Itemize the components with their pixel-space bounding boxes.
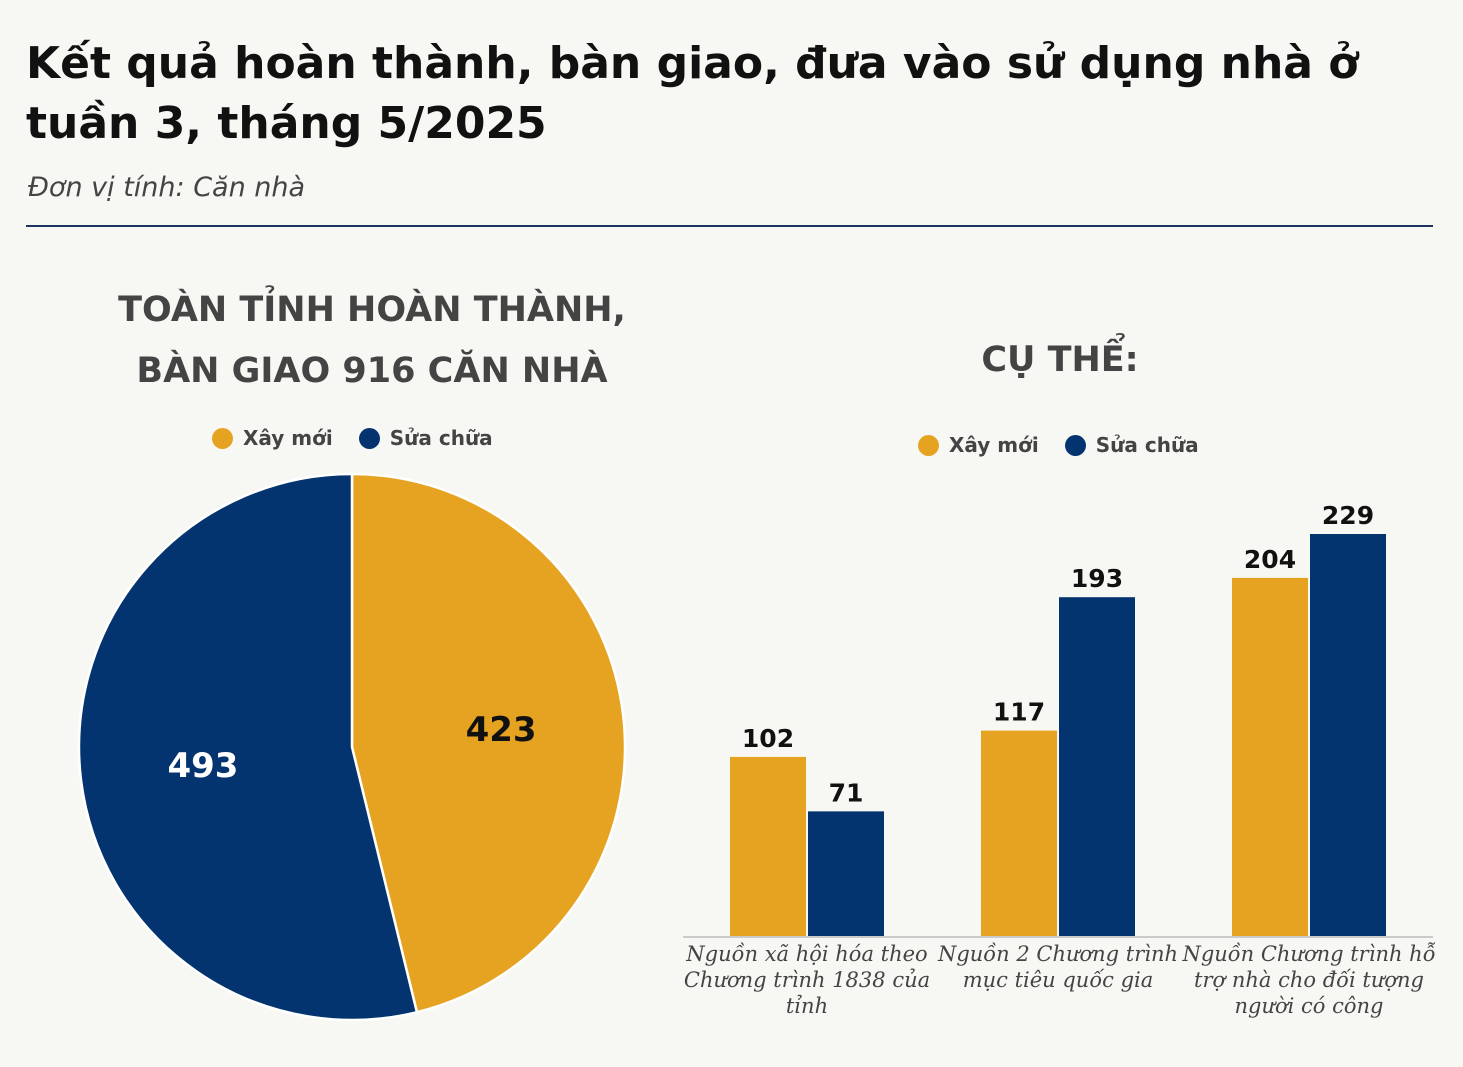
bar-value-label-repair-3: 229 [1322, 501, 1374, 530]
category-label-1: Chương trình 1838 của [684, 968, 930, 992]
bar-new-2 [981, 730, 1057, 936]
legend-item-new: Xây mới [918, 433, 1039, 457]
bar-value-label-new-2: 117 [993, 698, 1045, 727]
legend-swatch-new [212, 427, 233, 449]
bar-value-label-repair-2: 193 [1071, 564, 1123, 593]
pie-slice-new [350, 472, 627, 1014]
bar-heading: CỤ THỂ: [981, 340, 1139, 380]
legend-item-repair: Sửa chữa [358, 426, 493, 450]
legend-label-repair: Sửa chữa [389, 426, 493, 450]
bar-value-label-new-1: 102 [742, 724, 794, 753]
page-title: Kết quả hoàn thành, bàn giao, đưa vào sử… [26, 38, 1359, 149]
pie-heading: TOÀN TỈNH HOÀN THÀNH, BÀN GIAO 916 CĂN N… [62, 280, 682, 402]
category-label-3: người có công [1235, 994, 1384, 1018]
bar-repair-1 [808, 811, 884, 936]
legend-label-new: Xây mới [949, 433, 1039, 457]
divider [26, 225, 1433, 227]
pie-legend: Xây mới Sửa chữa [212, 426, 493, 450]
legend-item-new: Xây mới [212, 426, 333, 450]
legend-swatch-new [918, 434, 939, 456]
category-label-3: trợ nhà cho đối tượng [1194, 968, 1424, 992]
pie-heading-line1: TOÀN TỈNH HOÀN THÀNH, [118, 290, 626, 330]
pie-heading-line2: BÀN GIAO 916 CĂN NHÀ [136, 351, 608, 391]
legend-swatch-repair [1064, 434, 1086, 456]
category-label-2: Nguồn 2 Chương trình [937, 942, 1178, 966]
legend-label-new: Xây mới [243, 426, 333, 450]
bar-repair-3 [1310, 534, 1386, 936]
bar-new-3 [1232, 577, 1308, 936]
unit-subtitle: Đơn vị tính: Căn nhà [28, 172, 306, 203]
bar-legend: Xây mới Sửa chữa [918, 433, 1199, 457]
category-label-3: Nguồn Chương trình hỗ [1181, 942, 1435, 966]
legend-item-repair: Sửa chữa [1064, 433, 1199, 457]
bar-repair-2 [1059, 597, 1135, 936]
legend-label-repair: Sửa chữa [1095, 433, 1199, 457]
category-label-1: tỉnh [786, 994, 828, 1018]
pie-label-repair: 493 [167, 746, 238, 786]
bar-value-label-repair-1: 71 [829, 778, 864, 807]
category-label-1: Nguồn xã hội hóa theo [685, 942, 927, 966]
legend-swatch-repair [358, 427, 380, 449]
pie-slice-repair [77, 472, 419, 1022]
category-label-2: mục tiêu quốc gia [963, 968, 1154, 992]
pie-label-new: 423 [466, 710, 537, 750]
bar-value-label-new-3: 204 [1244, 545, 1296, 574]
bar-new-1 [730, 756, 806, 936]
